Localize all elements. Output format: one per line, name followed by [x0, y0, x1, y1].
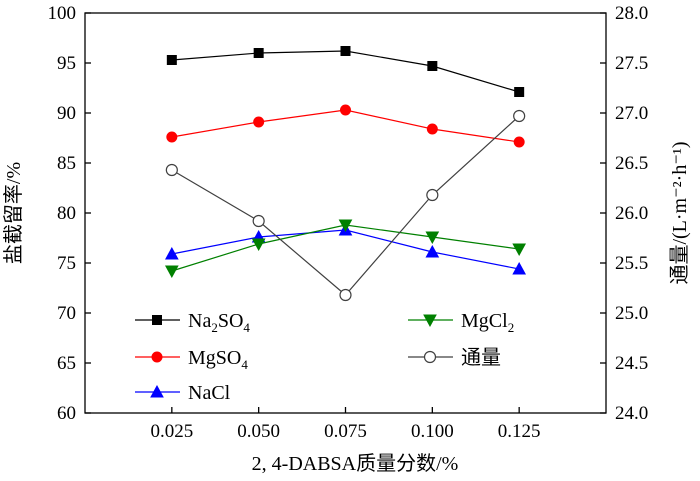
- legend: Na2SO4 MgSO4 NaCl MgCl2 通量: [135, 310, 514, 404]
- data-point: [513, 109, 526, 123]
- y-tick-label: 95: [57, 53, 76, 74]
- y-tick-label: 75: [57, 253, 76, 274]
- y2-tick-label: 25.5: [615, 253, 648, 274]
- legend-label: 通量: [461, 346, 501, 369]
- x-axis-title: 2, 4-DABSA质量分数/%: [252, 452, 459, 475]
- data-point: [340, 46, 351, 56]
- legend-marker: [151, 351, 163, 363]
- y2-tick-label: 28.0: [615, 3, 648, 24]
- y-tick-label: 70: [57, 303, 76, 324]
- series-line: [171, 115, 520, 296]
- data-point: [427, 61, 438, 71]
- plot-border: [84, 12, 607, 414]
- data-point: [251, 238, 266, 252]
- y-tick-label: 90: [57, 103, 76, 124]
- y2-tick-label: 24.5: [615, 353, 648, 374]
- x-tick-label: 0.025: [150, 421, 193, 442]
- y2-tick-label: 25.0: [615, 303, 648, 324]
- data-point: [164, 246, 179, 260]
- data-point: [514, 87, 525, 97]
- series-line: [171, 50, 520, 93]
- legend-item-5: 通量: [408, 346, 501, 369]
- y2-tick-label: 24.0: [615, 403, 648, 424]
- series-1: [166, 46, 525, 97]
- x-axis: 0.025 0.050 0.075 0.100 0.125: [150, 407, 541, 442]
- legend-label: MgSO4: [188, 347, 248, 372]
- y2-tick-label: 26.5: [615, 153, 648, 174]
- legend-marker: [423, 314, 437, 328]
- legend-label: NaCl: [188, 382, 231, 404]
- legend-marker: [152, 315, 162, 325]
- data-point: [426, 123, 438, 135]
- data-point: [253, 116, 265, 128]
- left-axis: 60 65 70 75 80 85 90 95 100: [48, 3, 91, 424]
- series-5: [165, 109, 526, 302]
- x-tick-label: 0.100: [411, 421, 454, 442]
- data-point: [338, 219, 353, 233]
- y-tick-label: 80: [57, 203, 76, 224]
- legend-item-4: MgCl2: [408, 310, 514, 335]
- data-point: [512, 243, 527, 257]
- data-point: [166, 131, 178, 143]
- x-tick-label: 0.125: [498, 421, 541, 442]
- data-point: [164, 265, 179, 279]
- y2-tick-label: 27.5: [615, 53, 648, 74]
- data-point: [252, 214, 265, 228]
- legend-item-2: MgSO4: [135, 347, 248, 372]
- legend-label: MgCl2: [461, 310, 514, 335]
- series-line: [171, 229, 520, 270]
- y-axis-title: 盐截留率/%: [2, 162, 25, 264]
- y2-axis-title: 通量/(L·m⁻²·h⁻¹): [668, 141, 691, 284]
- legend-label: Na2SO4: [188, 310, 250, 335]
- plot-frame: [84, 12, 607, 414]
- data-point: [513, 136, 525, 148]
- series-2: [166, 104, 525, 148]
- x-tick-label: 0.050: [237, 421, 280, 442]
- right-axis: 24.0 24.5 25.0 25.5 26.0 26.5 27.0 27.5 28.0: [600, 3, 648, 424]
- data-point: [339, 288, 352, 302]
- data-point: [426, 188, 439, 202]
- data-point: [166, 55, 177, 65]
- data-point: [253, 48, 264, 58]
- legend-marker: [150, 384, 164, 398]
- data-point: [340, 104, 351, 116]
- series-layer: [164, 46, 527, 302]
- data-point: [165, 163, 178, 177]
- x-tick-label: 0.075: [324, 421, 367, 442]
- data-point: [425, 244, 440, 258]
- data-point: [425, 231, 440, 245]
- y-tick-label: 65: [57, 353, 76, 374]
- series-4: [164, 219, 527, 279]
- y-tick-label: 100: [48, 3, 77, 24]
- legend-item-3: NaCl: [135, 382, 231, 404]
- y-tick-label: 60: [57, 403, 76, 424]
- y-tick-label: 85: [57, 153, 76, 174]
- y2-tick-label: 26.0: [615, 203, 648, 224]
- legend-item-1: Na2SO4: [135, 310, 250, 335]
- y2-tick-label: 27.0: [615, 103, 648, 124]
- data-point: [512, 261, 527, 275]
- legend-marker: [423, 350, 437, 364]
